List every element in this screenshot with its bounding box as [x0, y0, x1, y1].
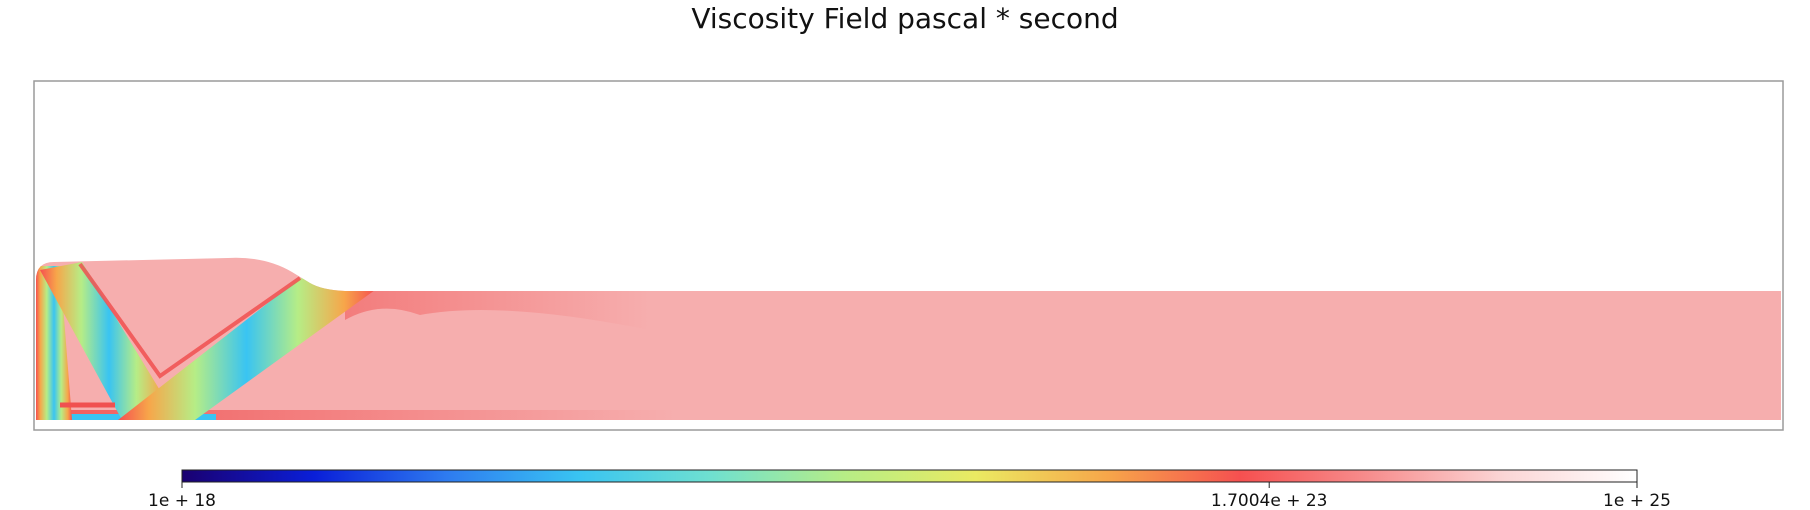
- colorbar-tick-label: 1e + 18: [148, 491, 216, 510]
- colorbar: [181, 469, 1638, 483]
- basal-strain-zone: [36, 410, 676, 420]
- wedge-strain-outline: [78, 262, 302, 379]
- surface-strain-zone: [345, 291, 650, 330]
- colorbar-tick-label: 1e + 25: [1603, 491, 1671, 510]
- chart-title: Viscosity Field pascal * second: [691, 2, 1119, 35]
- shear-band-steep: [40, 262, 178, 420]
- colorbar-ticks: 1e + 18 1.7004e + 23 1e + 25: [148, 482, 1671, 510]
- shear-band-rising: [118, 278, 375, 420]
- colorbar-tick-label: 1.7004e + 23: [1211, 491, 1328, 510]
